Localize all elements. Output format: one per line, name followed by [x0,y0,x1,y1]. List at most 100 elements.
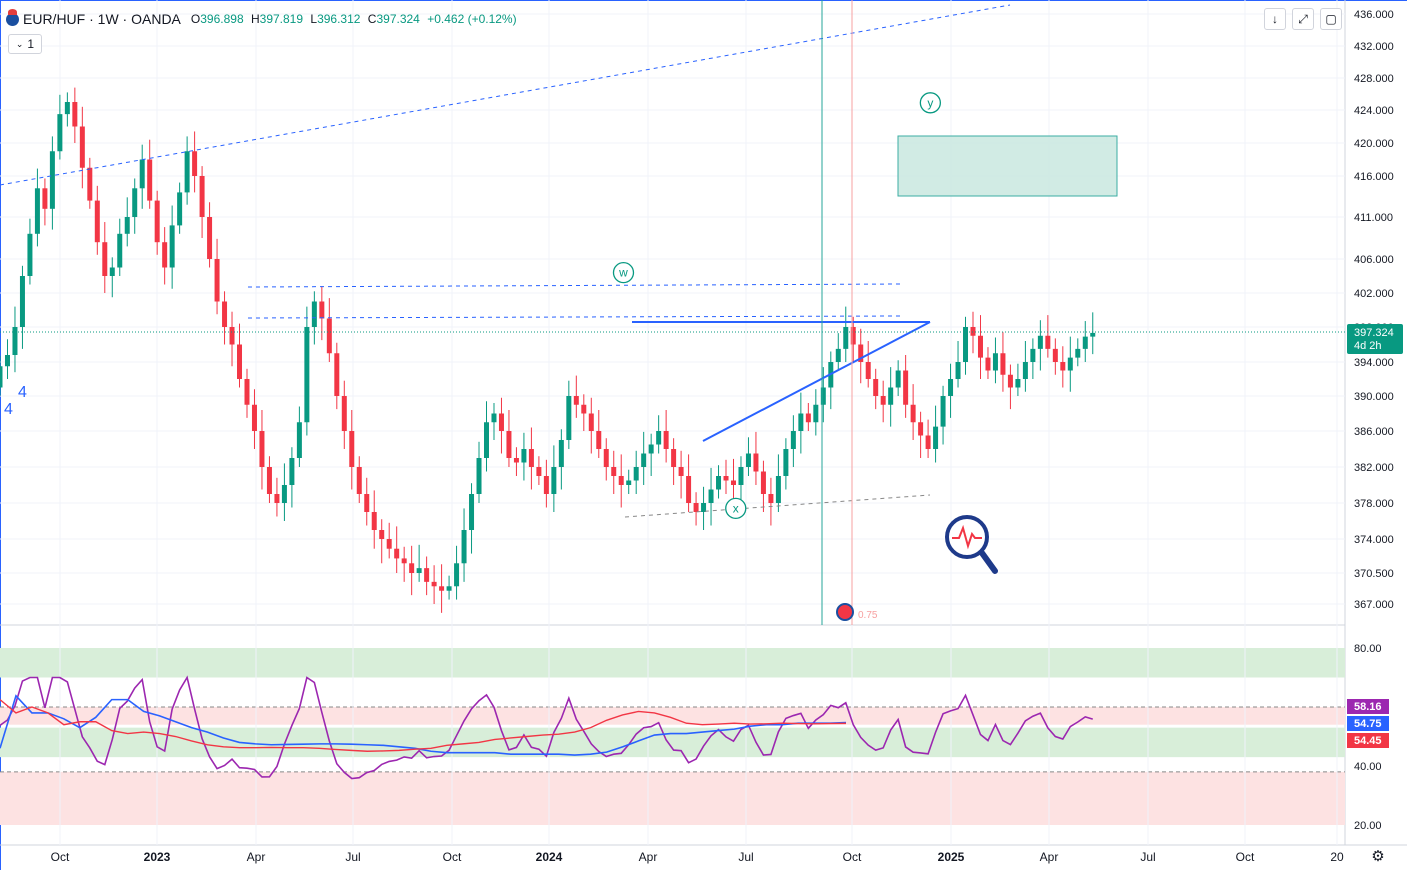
candle-body [910,404,916,423]
scroll-down-button[interactable]: ↓ [1264,8,1286,30]
ohlc-close-key: C [367,12,377,26]
candle-body [356,467,362,494]
candle-body [94,200,100,243]
time-tick-label: Oct [843,850,862,864]
candle-body [1007,374,1013,388]
ohlc-open-value: 396.898 [200,12,244,26]
time-tick-label: Jul [738,850,753,864]
candle-body [626,480,632,485]
candle-body [992,353,998,371]
candle-body [498,413,504,431]
legend-count: 1 [27,37,35,51]
candle-body [416,568,422,573]
magnifier-part [945,515,989,559]
price-tick-label: 390.000 [1354,391,1394,403]
chevron-down-icon: ⌄ [15,38,24,49]
candle-body [506,431,512,458]
candle-body [27,233,33,276]
candle-body [730,480,736,485]
candle-body [349,431,355,467]
candle-body [880,396,886,405]
candle-body [760,471,766,494]
oscillator-tick-label: 40.00 [1354,761,1382,773]
price-tick-label: 424.000 [1354,105,1394,117]
fast-ma-line [0,699,847,752]
wave-label: w [618,266,628,280]
candle-body [918,422,924,436]
candle-body [1037,335,1043,349]
candle-body [124,217,130,234]
wave-label-circle [612,261,635,284]
time-tick-label: 20 [1330,850,1344,864]
candle-body [4,355,10,367]
legend-collapse-button[interactable]: ⌄ 1 [8,34,42,54]
candle-body [296,422,302,458]
candle-body [633,467,639,481]
candle-body [678,467,684,476]
target-zone-box [897,135,1118,197]
candle-body [581,404,587,414]
candle-body [244,379,250,405]
candle-body [573,396,579,405]
candle-body [289,458,295,485]
candle-body [686,476,692,503]
time-tick-label: Oct [1236,850,1255,864]
time-tick-label: Jul [345,850,360,864]
fullscreen-button[interactable]: ⤢ [1292,8,1314,30]
magnifier-part [952,524,982,550]
price-tick-label: 432.000 [1354,41,1394,53]
wave-label-circle [919,92,942,114]
candle-body [162,242,168,268]
candle-body [611,467,617,476]
candle-body [154,200,160,243]
candle-body [843,327,849,349]
candle-body [19,276,25,327]
candle-body [484,422,489,458]
price-tick-label: 416.000 [1354,171,1394,183]
restore-button[interactable]: ▢ [1320,8,1342,30]
candle-body [424,568,430,582]
candle-body [334,353,340,396]
candle-body [132,188,138,217]
currency-flag-icon [6,8,19,26]
candle-body [319,301,325,319]
chart-settings-button[interactable]: ⚙ [1369,848,1387,866]
bar-countdown: 4d 2h [1354,340,1382,352]
candle-body [963,327,969,362]
time-tick-label: 2023 [144,850,171,864]
candle-body [304,327,310,423]
candle-body [439,586,445,591]
candle-body [109,267,115,276]
symbol-title[interactable]: EUR/HUF · 1W · OANDA [23,11,181,27]
candle-body [551,467,557,494]
oscillator-value: 54.45 [1354,735,1382,747]
candle-body [469,494,475,530]
candle-body [745,453,751,467]
candle-body [461,530,467,564]
candle-body [790,431,796,449]
wave-label: y [927,96,933,110]
candle-body [888,387,894,405]
candle-body [588,413,594,431]
candle-body [72,102,78,127]
candle-body [648,444,654,454]
slow-ma-line [0,694,847,756]
time-tick-label: Oct [443,850,462,864]
candle-body [311,301,317,327]
candle-body [603,449,609,467]
price-tick-label: 367.000 [1354,599,1394,611]
event-marker-icon [836,603,854,621]
oscillator-value-tag [1347,733,1389,748]
resistance-line [247,315,901,319]
candle-body [491,413,497,423]
candle-body [835,348,841,362]
candle-body [229,327,235,345]
candle-body [671,449,677,467]
candle-body [379,530,385,539]
candle-body [192,151,198,176]
candle-body [1090,332,1096,337]
magnifier-part [979,550,998,574]
candle-body [431,581,437,587]
candle-body [768,494,774,503]
